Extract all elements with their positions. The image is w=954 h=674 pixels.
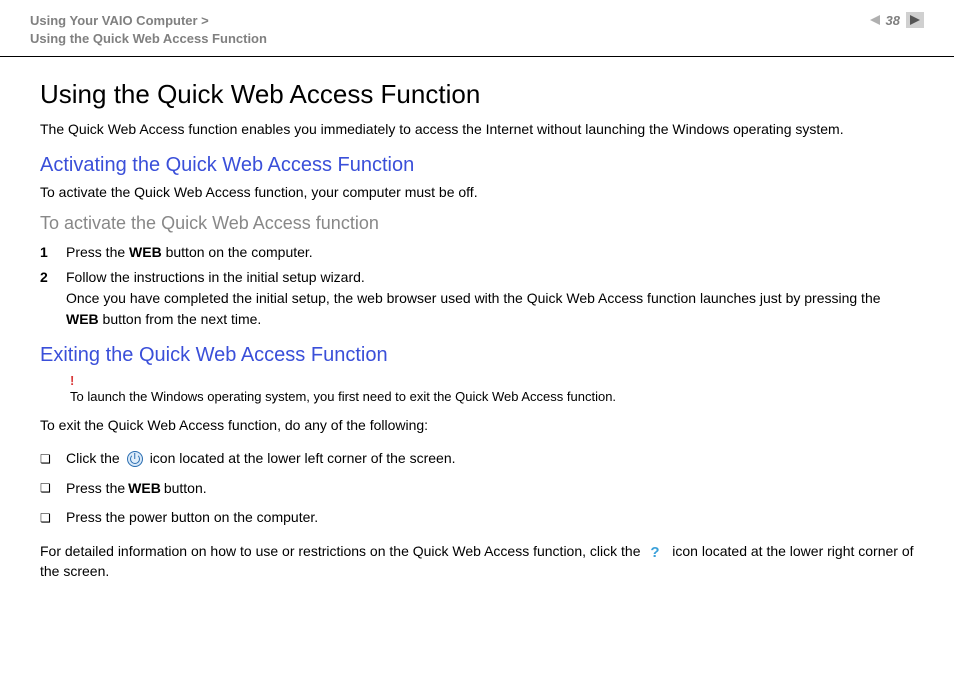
section-activating-subheading: To activate the Quick Web Access functio… <box>40 213 914 234</box>
activation-steps: 1 Press the WEB button on the computer. … <box>40 242 914 330</box>
page-header: Using Your VAIO Computer > Using the Qui… <box>0 0 954 56</box>
list-item-body: Press the WEB button. <box>66 479 914 499</box>
main-content: Using the Quick Web Access Function The … <box>0 57 954 615</box>
breadcrumb[interactable]: Using Your VAIO Computer > Using the Qui… <box>30 12 267 48</box>
step-body: Follow the instructions in the initial s… <box>66 267 914 330</box>
section-activating-heading: Activating the Quick Web Access Function <box>40 154 914 177</box>
bullet-icon: ❏ <box>40 451 66 468</box>
section-activating-intro: To activate the Quick Web Access functio… <box>40 183 914 203</box>
step-item: 2 Follow the instructions in the initial… <box>40 267 914 330</box>
section-exiting-intro: To exit the Quick Web Access function, d… <box>40 416 914 436</box>
page-number: 38 <box>886 13 900 28</box>
breadcrumb-line-2: Using the Quick Web Access Function <box>30 30 267 48</box>
list-item-body: Click the icon located at the lower left… <box>66 449 914 469</box>
exit-options: ❏ Click the icon located at the lower le… <box>40 449 914 528</box>
step-number: 1 <box>40 242 66 263</box>
help-icon <box>647 543 665 561</box>
intro-text: The Quick Web Access function enables yo… <box>40 120 914 140</box>
warning-icon: ! <box>70 373 914 388</box>
page-title: Using the Quick Web Access Function <box>40 79 914 110</box>
list-item: ❏ Click the icon located at the lower le… <box>40 449 914 469</box>
warning-text: To launch the Windows operating system, … <box>70 389 616 404</box>
list-item: ❏ Press the power button on the computer… <box>40 508 914 528</box>
next-page-button[interactable] <box>906 12 924 28</box>
prev-page-icon[interactable] <box>870 15 880 25</box>
power-icon <box>126 450 144 468</box>
bullet-icon: ❏ <box>40 480 66 497</box>
footer-text: For detailed information on how to use o… <box>40 542 914 581</box>
warning-note: ! To launch the Windows operating system… <box>40 373 914 406</box>
step-item: 1 Press the WEB button on the computer. <box>40 242 914 263</box>
page-navigation: 38 <box>870 12 924 28</box>
breadcrumb-line-1: Using Your VAIO Computer > <box>30 12 267 30</box>
list-item-body: Press the power button on the computer. <box>66 508 914 528</box>
next-page-icon <box>910 15 920 25</box>
list-item: ❏ Press the WEB button. <box>40 479 914 499</box>
step-number: 2 <box>40 267 66 330</box>
step-body: Press the WEB button on the computer. <box>66 242 914 263</box>
section-exiting-heading: Exiting the Quick Web Access Function <box>40 344 914 367</box>
bullet-icon: ❏ <box>40 510 66 527</box>
